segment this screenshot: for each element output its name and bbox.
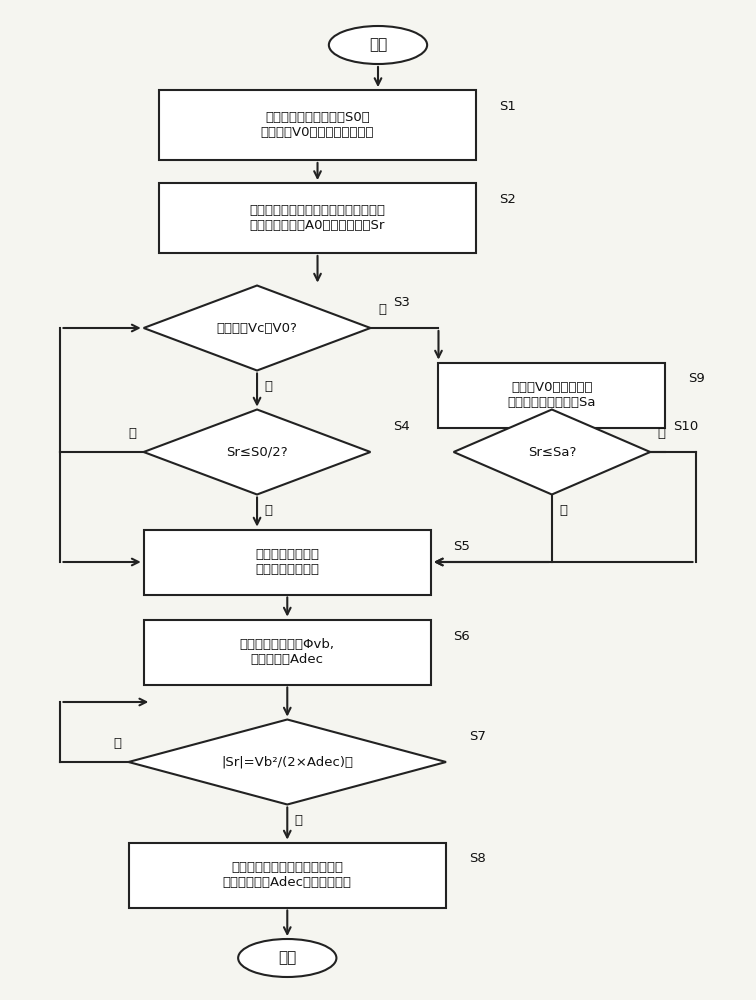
Text: 数值控制部将总旋转量S0和
最高转速V0指令给主轴控制部: 数值控制部将总旋转量S0和 最高转速V0指令给主轴控制部 xyxy=(261,111,374,139)
Ellipse shape xyxy=(238,939,336,977)
Polygon shape xyxy=(454,410,650,494)
Polygon shape xyxy=(129,720,446,804)
Text: 将达到V0时的旋转量
保存为加速时旋转量Sa: 将达到V0时的旋转量 保存为加速时旋转量Sa xyxy=(507,381,596,409)
Text: 否: 否 xyxy=(658,427,666,440)
Text: 开始: 开始 xyxy=(369,37,387,52)
Text: 是: 是 xyxy=(265,504,272,518)
Text: S9: S9 xyxy=(688,372,705,385)
Text: S4: S4 xyxy=(393,420,410,432)
Polygon shape xyxy=(144,286,370,370)
Text: 主轴控制部对主轴
进行最大减速控制: 主轴控制部对主轴 进行最大减速控制 xyxy=(256,548,319,576)
Ellipse shape xyxy=(329,26,427,64)
Text: S6: S6 xyxy=(454,630,470,643)
Text: 是: 是 xyxy=(295,814,302,828)
Text: Sr≤S0/2?: Sr≤S0/2? xyxy=(226,446,288,458)
Text: S8: S8 xyxy=(469,852,485,865)
Text: Sr≤Sa?: Sr≤Sa? xyxy=(528,446,576,458)
Text: S5: S5 xyxy=(454,540,470,552)
Text: 当前速度Vc＜V0?: 当前速度Vc＜V0? xyxy=(217,322,297,334)
Text: 主轴控制部对主轴进行最大加速控制，
检测最大加速度A0和剩余旋转量Sr: 主轴控制部对主轴进行最大加速控制， 检测最大加速度A0和剩余旋转量Sr xyxy=(249,204,386,232)
FancyBboxPatch shape xyxy=(144,619,431,684)
FancyBboxPatch shape xyxy=(159,90,476,160)
Text: 否: 否 xyxy=(128,427,136,440)
Text: S2: S2 xyxy=(499,193,516,206)
Polygon shape xyxy=(144,410,370,494)
Text: S10: S10 xyxy=(673,420,698,432)
Text: S3: S3 xyxy=(393,296,410,308)
Text: 结束: 结束 xyxy=(278,950,296,966)
Text: 是: 是 xyxy=(559,504,567,518)
Text: 预测电动机磁通量Φvb,
决定减速度Adec: 预测电动机磁通量Φvb, 决定减速度Adec xyxy=(240,638,335,666)
FancyBboxPatch shape xyxy=(144,530,431,594)
Text: S1: S1 xyxy=(499,100,516,113)
Text: |Sr|=Vb²/(2×Adec)？: |Sr|=Vb²/(2×Adec)？ xyxy=(222,756,353,768)
Text: S7: S7 xyxy=(469,730,485,742)
FancyBboxPatch shape xyxy=(159,183,476,253)
FancyBboxPatch shape xyxy=(129,842,446,908)
Text: 主轴控制部对主轴进行位置控制
使其以减速度Adec到达目标位置: 主轴控制部对主轴进行位置控制 使其以减速度Adec到达目标位置 xyxy=(223,861,352,889)
FancyBboxPatch shape xyxy=(438,362,665,428)
Text: 否: 否 xyxy=(378,303,386,316)
Text: 否: 否 xyxy=(113,737,121,750)
Text: 是: 是 xyxy=(265,380,272,393)
